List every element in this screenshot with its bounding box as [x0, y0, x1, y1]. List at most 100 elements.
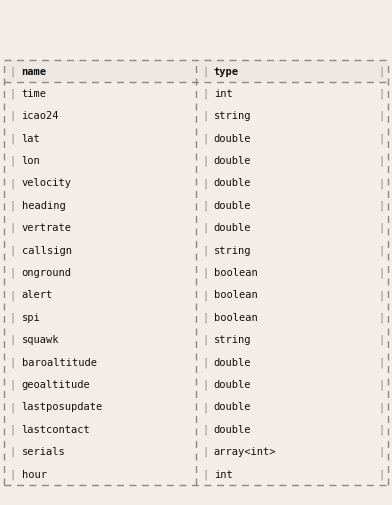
- Text: icao24: icao24: [22, 111, 59, 121]
- Text: array<int>: array<int>: [214, 446, 276, 456]
- Text: |: |: [378, 334, 385, 345]
- Bar: [4, 284, 388, 306]
- Text: |: |: [378, 200, 385, 211]
- Text: |: |: [10, 379, 16, 389]
- Text: |: |: [378, 222, 385, 233]
- Text: |: |: [10, 178, 16, 188]
- Text: string: string: [214, 111, 251, 121]
- Text: |: |: [202, 111, 208, 121]
- Text: |: |: [10, 401, 16, 412]
- Text: geoaltitude: geoaltitude: [22, 379, 90, 389]
- Text: lastcontact: lastcontact: [22, 424, 90, 434]
- Text: |: |: [10, 245, 16, 256]
- Text: boolean: boolean: [214, 290, 258, 300]
- Text: velocity: velocity: [22, 178, 72, 188]
- Text: |: |: [10, 156, 16, 166]
- Text: lon: lon: [22, 156, 40, 166]
- Text: double: double: [214, 223, 251, 233]
- Text: |: |: [202, 424, 208, 434]
- Text: name: name: [22, 67, 47, 76]
- Text: |: |: [10, 267, 16, 278]
- Text: boolean: boolean: [214, 268, 258, 277]
- Text: |: |: [10, 424, 16, 434]
- Text: |: |: [202, 88, 208, 99]
- Bar: [4, 82, 388, 105]
- Text: |: |: [10, 357, 16, 367]
- Text: |: |: [202, 357, 208, 367]
- Text: alert: alert: [22, 290, 53, 300]
- Text: |: |: [202, 245, 208, 256]
- Text: |: |: [378, 468, 385, 479]
- Text: lat: lat: [22, 133, 40, 143]
- Text: |: |: [10, 312, 16, 322]
- Bar: [4, 217, 388, 239]
- Text: |: |: [378, 267, 385, 278]
- Text: double: double: [214, 357, 251, 367]
- Text: |: |: [378, 111, 385, 121]
- Text: double: double: [214, 133, 251, 143]
- Text: |: |: [10, 446, 16, 457]
- Text: |: |: [10, 66, 16, 77]
- Bar: [4, 306, 388, 328]
- Bar: [4, 105, 388, 127]
- Text: |: |: [10, 133, 16, 143]
- Text: |: |: [378, 446, 385, 457]
- Bar: [4, 350, 388, 373]
- Text: |: |: [202, 446, 208, 457]
- Bar: [4, 395, 388, 418]
- Text: |: |: [378, 178, 385, 188]
- Text: |: |: [202, 267, 208, 278]
- Bar: [4, 194, 388, 217]
- Text: |: |: [10, 88, 16, 99]
- Text: |: |: [202, 222, 208, 233]
- Bar: [4, 127, 388, 149]
- Text: string: string: [214, 245, 251, 255]
- Text: |: |: [202, 401, 208, 412]
- Text: |: |: [10, 222, 16, 233]
- Bar: [4, 172, 388, 194]
- Text: |: |: [378, 133, 385, 143]
- Text: |: |: [378, 289, 385, 300]
- Text: spi: spi: [22, 312, 40, 322]
- Text: |: |: [378, 379, 385, 389]
- Text: |: |: [202, 379, 208, 389]
- Text: |: |: [378, 401, 385, 412]
- Text: |: |: [202, 312, 208, 322]
- Text: double: double: [214, 401, 251, 412]
- Text: |: |: [202, 178, 208, 188]
- Text: squawk: squawk: [22, 334, 59, 344]
- Text: |: |: [378, 88, 385, 99]
- Text: type: type: [214, 67, 239, 76]
- Text: int: int: [214, 469, 232, 479]
- Text: lastposupdate: lastposupdate: [22, 401, 103, 412]
- Text: |: |: [378, 156, 385, 166]
- Text: baroaltitude: baroaltitude: [22, 357, 96, 367]
- Text: |: |: [10, 111, 16, 121]
- Text: heading: heading: [22, 200, 65, 210]
- Text: |: |: [202, 334, 208, 345]
- Bar: [4, 418, 388, 440]
- Text: |: |: [10, 289, 16, 300]
- Bar: [4, 440, 388, 463]
- Text: double: double: [214, 379, 251, 389]
- Text: |: |: [202, 156, 208, 166]
- Text: |: |: [10, 468, 16, 479]
- Text: |: |: [378, 66, 385, 77]
- Text: |: |: [202, 468, 208, 479]
- Text: int: int: [214, 88, 232, 98]
- Text: double: double: [214, 424, 251, 434]
- Text: |: |: [378, 357, 385, 367]
- Text: |: |: [202, 289, 208, 300]
- Bar: [4, 463, 388, 485]
- Text: boolean: boolean: [214, 312, 258, 322]
- Text: double: double: [214, 200, 251, 210]
- Text: |: |: [10, 334, 16, 345]
- Text: string: string: [214, 334, 251, 344]
- Bar: [4, 239, 388, 261]
- Text: serials: serials: [22, 446, 65, 456]
- Text: |: |: [202, 133, 208, 143]
- Bar: [4, 373, 388, 395]
- Text: |: |: [378, 245, 385, 256]
- Text: |: |: [378, 312, 385, 322]
- Bar: [4, 61, 388, 82]
